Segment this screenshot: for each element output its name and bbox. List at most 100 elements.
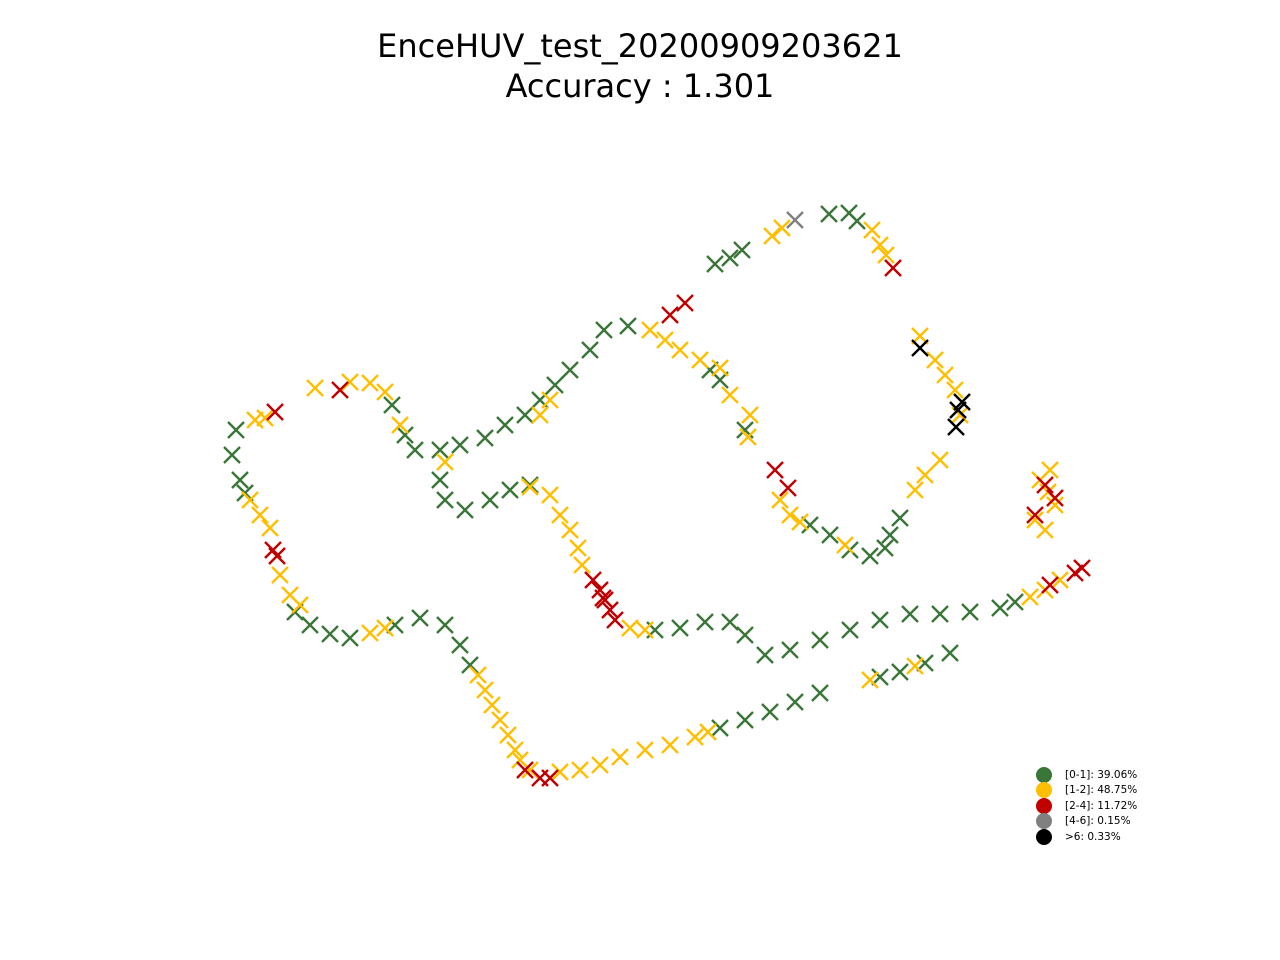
legend-item-0-1: [0-1]: 39.06% [1036, 766, 1137, 783]
point-1-2-14 [656, 331, 674, 349]
point-gt6-3 [947, 418, 965, 436]
point-1-2-57 [469, 666, 487, 684]
point-0-1-8 [581, 341, 599, 359]
point-2-4-1 [676, 294, 694, 312]
point-2-4-0 [884, 259, 902, 277]
point-0-1-45 [781, 641, 799, 659]
point-0-1-54 [871, 668, 889, 686]
point-0-1-71 [881, 526, 899, 544]
chart-title-block: EnceHUV_test_20200909203621 Accuracy : 1… [0, 26, 1280, 106]
point-2-4-3 [266, 403, 284, 421]
point-0-1-56 [916, 654, 934, 672]
point-0-1-23 [481, 491, 499, 509]
point-0-1-55 [891, 663, 909, 681]
point-1-2-42 [306, 379, 324, 397]
point-1-2-49 [241, 491, 259, 509]
point-1-2-24 [836, 536, 854, 554]
point-1-2-75 [531, 406, 549, 424]
point-1-2-52 [271, 566, 289, 584]
legend-item-1-2: [1-2]: 48.75% [1036, 782, 1137, 799]
point-1-2-71 [686, 728, 704, 746]
point-1-2-77 [436, 453, 454, 471]
point-0-1-28 [231, 471, 249, 489]
point-0-1-3 [733, 241, 751, 259]
point-0-1-2 [848, 212, 866, 230]
point-2-4-20 [1073, 559, 1091, 577]
point-2-4-23 [541, 769, 559, 787]
point-0-1-26 [227, 421, 245, 439]
point-1-2-62 [506, 741, 524, 759]
point-1-2-12 [931, 451, 949, 469]
point-1-2-19 [741, 406, 759, 424]
point-0-1-20 [431, 471, 449, 489]
point-0-1-42 [721, 613, 739, 631]
point-0-1-36 [436, 616, 454, 634]
point-1-2-43 [341, 373, 359, 391]
legend-dot-icon [1036, 797, 1052, 814]
point-1-2-64 [521, 761, 539, 779]
point-1-2-65 [551, 763, 569, 781]
point-0-1-49 [901, 605, 919, 623]
point-1-2-20 [739, 428, 757, 446]
point-1-2-59 [483, 696, 501, 714]
chart-subtitle: Accuracy : 1.301 [505, 67, 775, 105]
point-0-1-24 [501, 481, 519, 499]
point-0-1-13 [496, 416, 514, 434]
point-1-2-18 [721, 386, 739, 404]
point-1-2-51 [261, 519, 279, 537]
point-1-2-1 [773, 219, 791, 237]
point-0-1-16 [431, 441, 449, 459]
legend-dot-icon [1036, 828, 1052, 845]
point-1-2-8 [946, 381, 964, 399]
point-0-1-40 [671, 619, 689, 637]
point-0-1-19 [396, 426, 414, 444]
point-1-2-73 [861, 671, 879, 689]
point-0-1-5 [721, 249, 739, 267]
point-0-1-9 [561, 361, 579, 379]
series-4-6 [786, 211, 804, 229]
point-1-2-69 [636, 741, 654, 759]
point-1-2-55 [361, 624, 379, 642]
point-2-4-14 [594, 589, 612, 607]
point-1-2-74 [906, 657, 924, 675]
point-1-2-17 [711, 359, 729, 377]
point-0-1-57 [941, 644, 959, 662]
point-1-2-50 [251, 506, 269, 524]
point-2-4-17 [1026, 506, 1044, 524]
point-1-2-13 [641, 321, 659, 339]
legend-label: >6: 0.33% [1065, 830, 1121, 843]
point-0-1-47 [841, 621, 859, 639]
point-0-1-17 [406, 441, 424, 459]
point-0-1-60 [761, 703, 779, 721]
point-0-1-61 [786, 693, 804, 711]
point-0-1-21 [436, 491, 454, 509]
point-0-1-44 [756, 646, 774, 664]
point-1-2-67 [591, 756, 609, 774]
point-0-1-12 [516, 406, 534, 424]
point-2-4-21 [516, 761, 534, 779]
series-1-2 [241, 219, 1069, 781]
point-2-4-16 [1046, 489, 1064, 507]
point-0-1-14 [476, 429, 494, 447]
point-0-1-43 [736, 626, 754, 644]
point-1-2-30 [1041, 461, 1059, 479]
point-1-2-27 [1046, 496, 1064, 514]
point-0-1-25 [521, 476, 539, 494]
point-1-2-11 [916, 466, 934, 484]
point-0-1-38 [461, 656, 479, 674]
point-0-1-0 [820, 205, 838, 223]
point-0-1-67 [821, 526, 839, 544]
point-0-1-59 [736, 711, 754, 729]
point-1-2-48 [256, 409, 274, 427]
legend-dot-icon [1036, 766, 1052, 783]
point-1-2-68 [611, 748, 629, 766]
point-0-1-37 [451, 636, 469, 654]
point-0-1-7 [619, 317, 637, 335]
point-1-2-33 [1051, 571, 1069, 589]
point-0-1-48 [871, 611, 889, 629]
point-0-1-35 [411, 609, 429, 627]
legend-item-gt6: >6: 0.33% [1036, 828, 1137, 845]
point-1-2-70 [661, 736, 679, 754]
point-1-2-2 [863, 221, 881, 239]
point-1-2-21 [771, 491, 789, 509]
